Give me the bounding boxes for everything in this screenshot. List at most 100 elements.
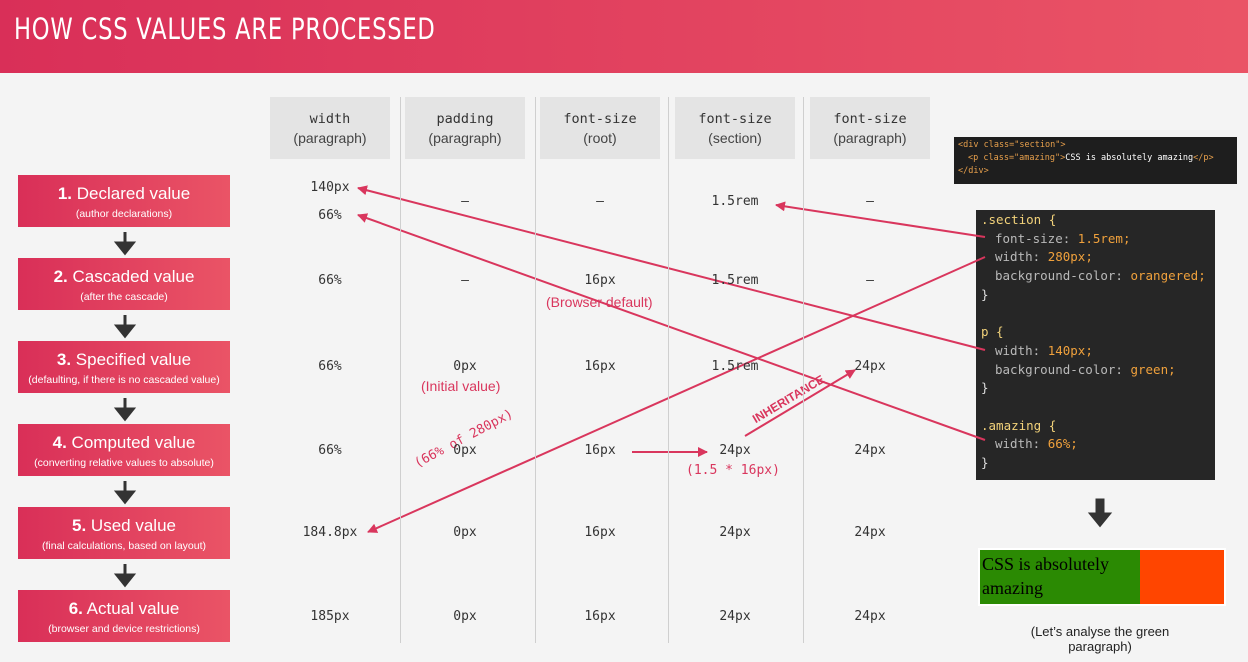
stage-name: Used value: [90, 516, 176, 535]
css-value: 66%;: [1047, 436, 1078, 452]
stage-title: 3. Specified value: [18, 350, 230, 370]
css-value: green;: [1130, 361, 1176, 377]
stage-name: Specified value: [75, 350, 192, 369]
stage-title: 5. Used value: [18, 516, 230, 536]
cell: 66%: [318, 359, 342, 374]
separator: [668, 97, 669, 643]
css-property: width:: [995, 249, 1041, 265]
css-declaration: font-size: 1.5rem;: [995, 231, 1130, 246]
cell: 16px: [584, 609, 616, 624]
cell: 24px: [854, 609, 886, 624]
stage-number: 3.: [56, 350, 72, 369]
stage-note: (browser and device restrictions): [48, 623, 200, 635]
css-value: 280px;: [1047, 249, 1093, 265]
code-token: </p>: [1193, 153, 1214, 163]
stage-note: (defaulting, if there is no cascaded val…: [28, 374, 220, 386]
stage-box: 3. Specified value (defaulting, if there …: [18, 341, 230, 393]
separator: [803, 97, 804, 643]
stage-box: 2. Cascaded value (after the cascade): [18, 258, 230, 310]
stage-title: 1. Declared value: [18, 184, 230, 204]
cell: –: [596, 194, 604, 209]
cell: 24px: [719, 443, 751, 458]
css-declaration: width: 140px;: [995, 343, 1093, 358]
annotation: (1.5 * 16px): [686, 463, 780, 478]
stage-box: 1. Declared value (author declarations): [18, 175, 230, 227]
cell: –: [866, 194, 874, 209]
cell: 16px: [584, 525, 616, 540]
stage-number: 2.: [53, 267, 68, 286]
html-snippet: <div class="section"> <p class="amazing"…: [954, 137, 1237, 184]
stage-number: 1.: [57, 184, 73, 203]
rendered-section: CSS is absolutely amazing: [978, 548, 1226, 606]
separator: [535, 97, 536, 643]
stage-name: Actual value: [86, 599, 180, 618]
arrow: [367, 256, 986, 533]
stage-title: 2. Cascaded value: [18, 267, 230, 287]
css-value: 140px;: [1047, 342, 1093, 358]
rendered-paragraph: CSS is absolutely amazing: [980, 550, 1140, 604]
cell: 24px: [719, 525, 751, 540]
column-header: width (paragraph): [270, 97, 390, 159]
down-arrow-head: [113, 490, 137, 505]
stage-number: 5.: [72, 516, 87, 535]
cell: 24px: [854, 525, 886, 540]
stage-note: (converting relative values to absolute): [34, 457, 214, 469]
css-selector: .amazing {: [981, 417, 1057, 433]
css-property: width:: [995, 436, 1041, 452]
code-line: <p class="amazing">CSS is absolutely ama…: [958, 152, 1233, 165]
arrow: [357, 213, 986, 441]
cell: 1.5rem: [711, 273, 759, 288]
arrow: [775, 201, 986, 238]
css-declaration: width: 66%;: [995, 436, 1078, 451]
css-close: }: [981, 455, 989, 471]
column-element: (root): [583, 130, 617, 146]
separator: [400, 97, 401, 643]
css-selector: .section {: [981, 212, 1057, 227]
stage-note: (author declarations): [75, 208, 173, 220]
stage-box: 6. Actual value (browser and device restr…: [18, 590, 230, 642]
cell: 24px: [854, 443, 886, 458]
column-property: width: [309, 111, 351, 127]
title: HOW CSS VALUES ARE PROCESSED: [14, 12, 436, 46]
stage-box: 4. Computed value (converting relative va…: [18, 424, 230, 476]
arrow: [744, 369, 856, 437]
css-property: font-size:: [995, 230, 1071, 246]
stage-name: Declared value: [76, 184, 191, 203]
stage-title: 6. Actual value: [18, 599, 230, 619]
column-header: font-size (root): [540, 97, 660, 159]
down-arrow-head: [113, 324, 137, 339]
column-element: (paragraph): [293, 130, 367, 146]
css-declaration: width: 280px;: [995, 249, 1093, 264]
cell: 16px: [584, 443, 616, 458]
column-header: font-size (section): [675, 97, 795, 159]
column-element: (paragraph): [428, 130, 502, 146]
stage-name: Computed value: [71, 433, 196, 452]
cell: 16px: [584, 359, 616, 374]
stage-number: 6.: [68, 599, 83, 618]
column-header: font-size (paragraph): [810, 97, 930, 159]
css-selector: p {: [981, 324, 1004, 340]
column-property: font-size: [833, 111, 907, 127]
stage-note: (after the cascade): [80, 291, 168, 303]
css-property: width:: [995, 342, 1041, 358]
cell: 0px: [453, 525, 477, 540]
down-arrow: [1087, 498, 1113, 528]
down-arrow-head: [113, 573, 137, 588]
stage-name: Cascaded value: [72, 267, 195, 286]
cell: –: [461, 194, 469, 209]
css-property: background-color:: [995, 268, 1123, 284]
code-line: </div>: [958, 166, 989, 176]
cell: –: [866, 273, 874, 288]
column-element: (paragraph): [833, 130, 907, 146]
cell: 24px: [719, 609, 751, 624]
cell: 184.8px: [302, 525, 358, 540]
header: HOW CSS VALUES ARE PROCESSED: [0, 0, 1248, 73]
css-snippet: .section { font-size: 1.5rem; width: 280px…: [976, 210, 1215, 480]
css-value: orangered;: [1130, 268, 1206, 284]
css-value: 1.5rem;: [1077, 230, 1131, 246]
cell: 1.5rem: [711, 359, 759, 374]
cell: 66%: [318, 208, 342, 223]
cell: 24px: [854, 359, 886, 374]
